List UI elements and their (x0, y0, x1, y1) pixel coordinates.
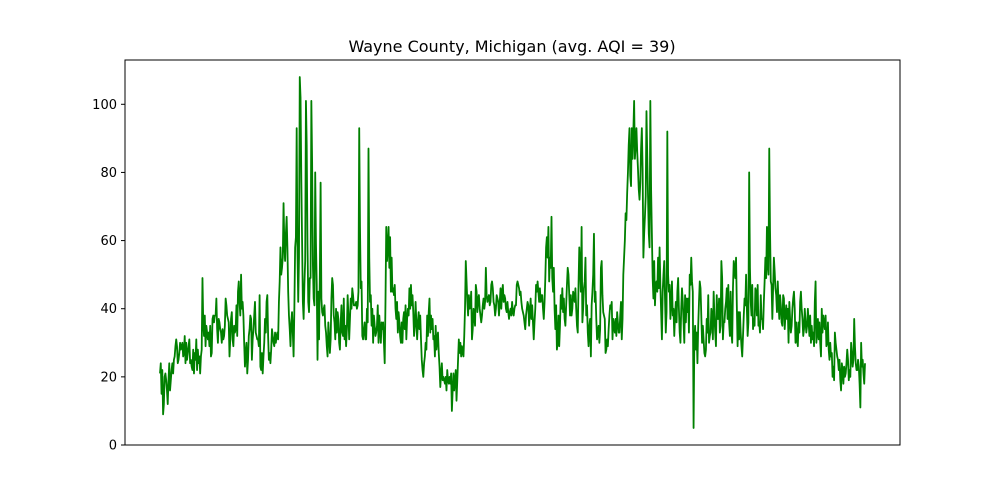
series-layer (159, 76, 866, 429)
aqi-series-line (159, 76, 866, 429)
plot-frame (124, 59, 901, 446)
y-tick-label: 20 (100, 370, 117, 385)
y-axis: 0 20 40 60 80 100 (92, 98, 125, 454)
chart-title: Wayne County, Michigan (avg. AQI = 39) (348, 37, 675, 56)
y-tick-label: 0 (109, 439, 117, 454)
y-tick-label: 60 (100, 234, 117, 249)
y-tick-label: 100 (92, 98, 117, 113)
y-tick-label: 80 (100, 166, 117, 181)
y-tick-label: 40 (100, 302, 117, 317)
